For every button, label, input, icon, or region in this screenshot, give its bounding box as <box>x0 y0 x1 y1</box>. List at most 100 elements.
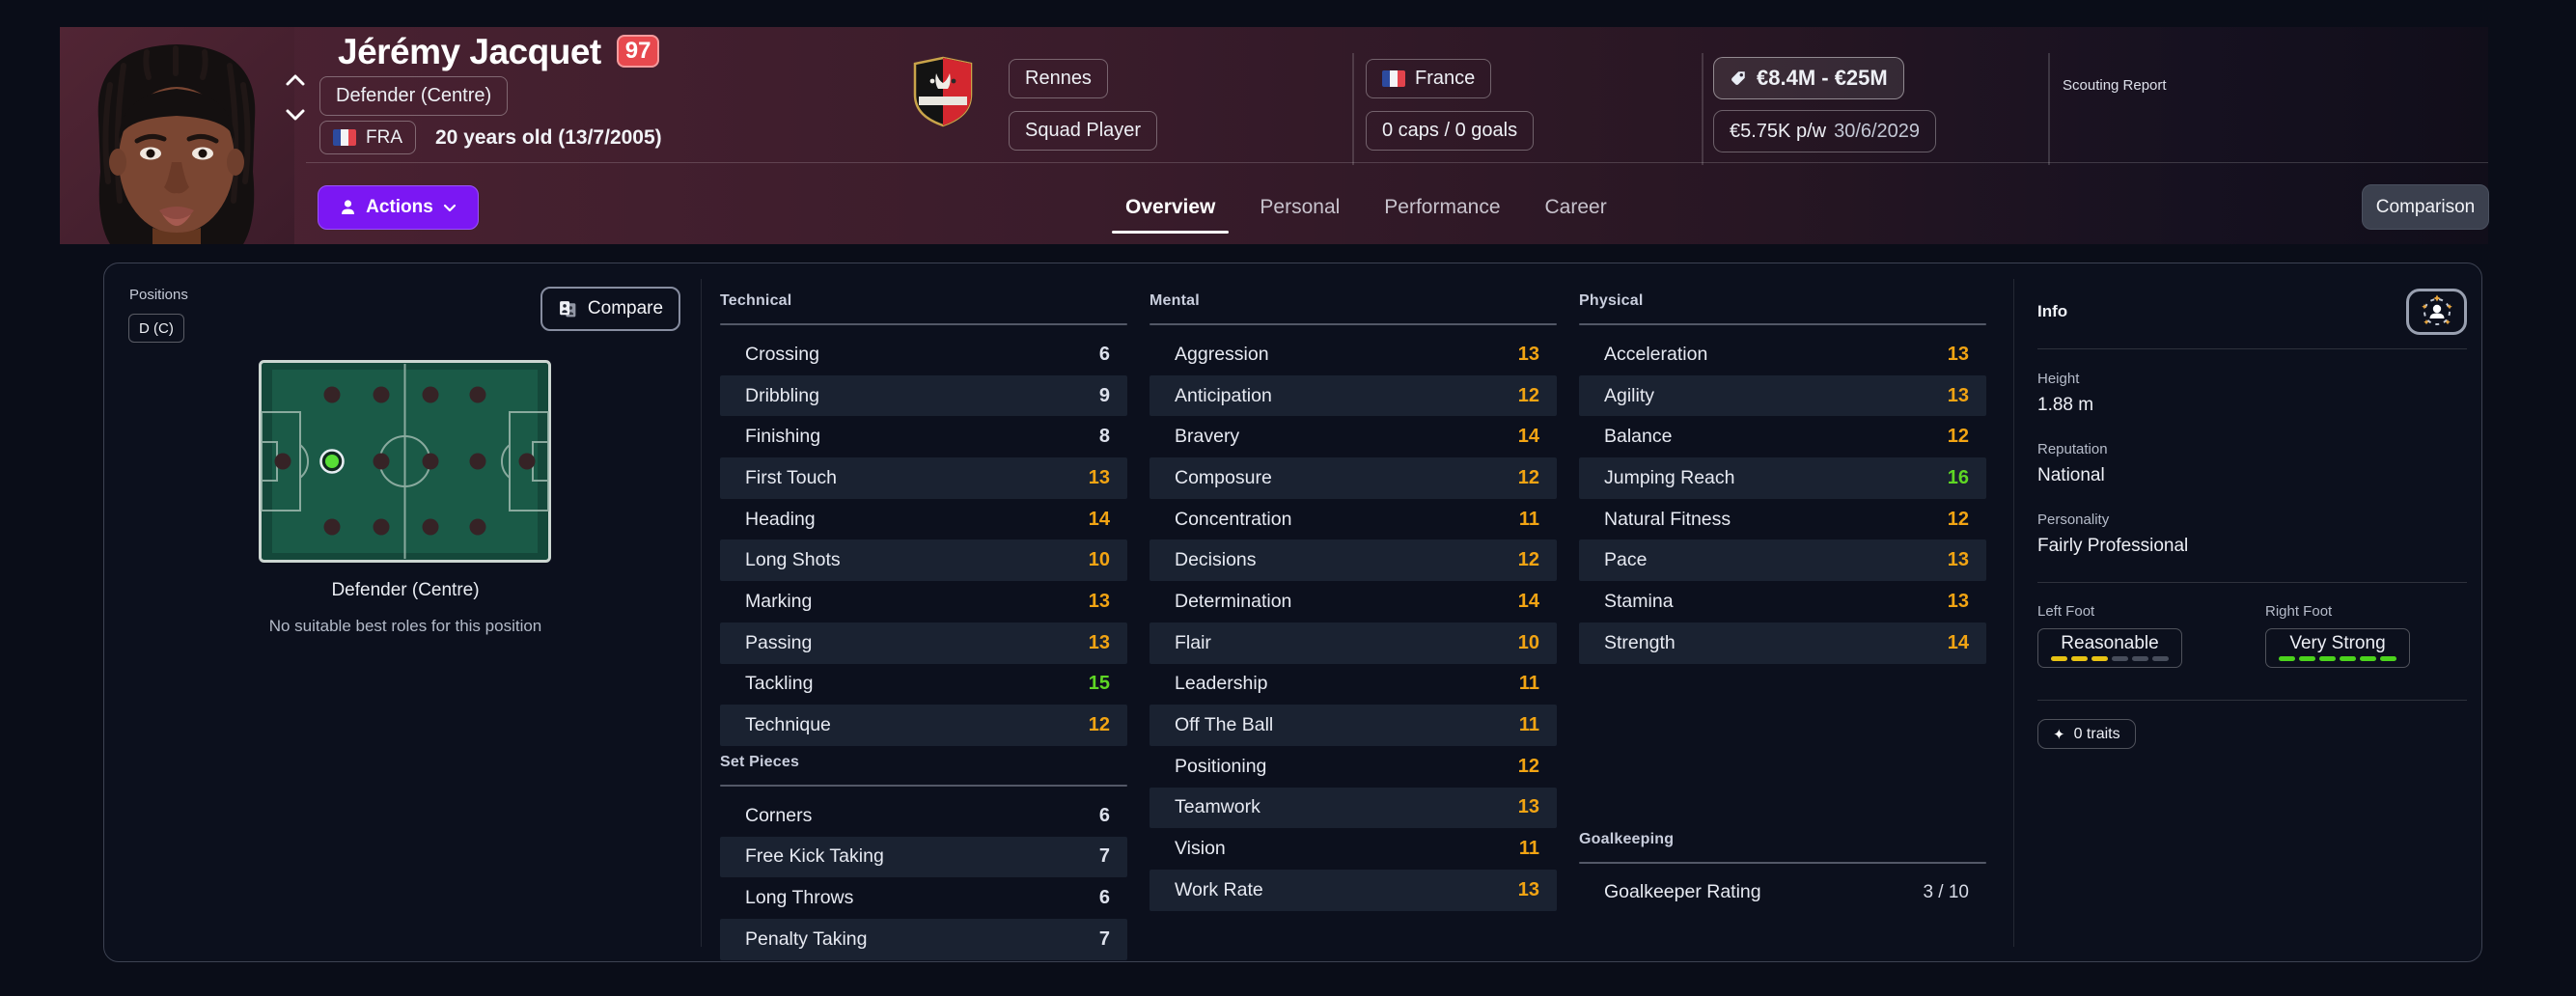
attribute-value: 6 <box>1098 804 1110 826</box>
attribute-row[interactable]: Concentration 11 <box>1150 499 1557 540</box>
tab-personal[interactable]: Personal <box>1260 196 1341 218</box>
attribute-row[interactable]: Corners 6 <box>720 795 1127 837</box>
previous-player-button[interactable] <box>284 69 307 91</box>
attribute-row[interactable]: Technique 12 <box>720 705 1127 746</box>
attribute-row[interactable]: Aggression 13 <box>1150 334 1557 375</box>
attribute-label: Off The Ball <box>1175 714 1274 736</box>
attribute-value: 13 <box>1947 343 1969 365</box>
section-title-technical: Technical <box>720 292 792 309</box>
sparkle-icon: ✦ <box>2053 726 2065 743</box>
attribute-label: Aggression <box>1175 343 1269 365</box>
actions-button[interactable]: Actions <box>318 185 479 230</box>
attribute-row[interactable]: Leadership 11 <box>1150 664 1557 706</box>
next-player-button[interactable] <box>284 104 307 125</box>
attribute-label: Composure <box>1175 466 1272 488</box>
attribute-row[interactable]: Free Kick Taking 7 <box>720 836 1127 878</box>
tab-bar: Actions Overview Personal Performance Ca… <box>60 184 2489 234</box>
right-foot-value: Very Strong <box>2289 632 2386 653</box>
wage-contract-pill[interactable]: €5.75K p/w 30/6/2029 <box>1713 110 1937 152</box>
pitch-diagram <box>259 360 551 563</box>
attribute-value: 16 <box>1947 466 1969 488</box>
attribute-row[interactable]: Natural Fitness 12 <box>1579 499 1986 540</box>
attribute-value: 11 <box>1518 508 1539 530</box>
chevron-down-icon <box>286 109 305 121</box>
attribute-value: 13 <box>1947 590 1969 612</box>
attribute-value: 9 <box>1098 384 1110 406</box>
attribute-value: 13 <box>1517 878 1539 900</box>
attribute-row[interactable]: Goalkeeper Rating 3 / 10 <box>1579 872 1986 914</box>
attribute-value: 10 <box>1088 549 1110 571</box>
attribute-row[interactable]: Acceleration 13 <box>1579 334 1986 375</box>
attribute-value: 12 <box>1088 714 1110 736</box>
foot-strength-segment <box>2279 655 2295 661</box>
position-dot <box>422 453 439 470</box>
compare-button[interactable]: Compare <box>540 287 680 331</box>
section-title-goalkeeping: Goalkeeping <box>1579 830 1675 847</box>
header-vertical-divider <box>2048 53 2050 165</box>
info-label: Reputation <box>2037 441 2108 457</box>
attribute-label: Determination <box>1175 590 1292 612</box>
squad-status: Squad Player <box>1025 120 1142 141</box>
tab-performance[interactable]: Performance <box>1384 196 1501 218</box>
attribute-row[interactable]: Off The Ball 11 <box>1150 705 1557 746</box>
attribute-row[interactable]: Balance 12 <box>1579 416 1986 457</box>
attribute-row[interactable]: Flair 10 <box>1150 622 1557 664</box>
player-portrait-image <box>60 27 294 244</box>
caps-goals-pill[interactable]: 0 caps / 0 goals <box>1366 111 1535 151</box>
attribute-value: 7 <box>1098 845 1110 868</box>
attribute-row[interactable]: Passing 13 <box>720 622 1127 664</box>
attribute-label: Flair <box>1175 631 1211 653</box>
position-dot <box>469 453 486 470</box>
traits-button[interactable]: ✦ 0 traits <box>2037 719 2136 749</box>
attribute-row[interactable]: Heading 14 <box>720 499 1127 540</box>
star-player-button[interactable] <box>2406 289 2467 335</box>
position-pill[interactable]: Defender (Centre) <box>319 76 509 116</box>
transfer-value: €8.4M - €25M <box>1757 66 1888 90</box>
attribute-row[interactable]: Marking 13 <box>720 581 1127 622</box>
squad-status-pill[interactable]: Squad Player <box>1009 111 1158 151</box>
club-crest[interactable] <box>911 56 975 132</box>
position-dot <box>373 518 390 536</box>
attribute-label: Finishing <box>745 426 821 448</box>
compare-label: Compare <box>587 298 664 318</box>
attribute-row[interactable]: Dribbling 9 <box>720 374 1127 417</box>
info-value: 1.88 m <box>2037 395 2094 415</box>
club-pill[interactable]: Rennes <box>1009 59 1108 98</box>
comparison-button[interactable]: Comparison <box>2362 184 2489 230</box>
attribute-row[interactable]: Stamina 13 <box>1579 581 1986 622</box>
attribute-row[interactable]: Vision 11 <box>1150 828 1557 870</box>
scouting-report-label: Scouting Report <box>2063 77 2167 94</box>
attribute-label: Leadership <box>1175 673 1268 695</box>
left-foot-value: Reasonable <box>2061 632 2159 653</box>
left-foot-block: Left Foot Reasonable <box>2037 603 2182 668</box>
attribute-row[interactable]: Long Throws 6 <box>720 877 1127 919</box>
attribute-row[interactable]: Decisions 12 <box>1150 540 1557 582</box>
tab-career[interactable]: Career <box>1544 196 1607 218</box>
attribute-row[interactable]: Penalty Taking 7 <box>720 918 1127 960</box>
attribute-row[interactable]: Bravery 14 <box>1150 416 1557 457</box>
attribute-row[interactable]: Finishing 8 <box>720 416 1127 457</box>
attribute-row[interactable]: Tackling 15 <box>720 664 1127 706</box>
attribute-row[interactable]: Jumping Reach 16 <box>1579 457 1986 499</box>
attribute-row[interactable]: Long Shots 10 <box>720 540 1127 582</box>
attribute-row[interactable]: Strength 14 <box>1579 622 1986 664</box>
attribute-row[interactable]: Teamwork 13 <box>1150 787 1557 829</box>
nationality-pill[interactable]: FRA <box>319 121 416 154</box>
attribute-row[interactable]: First Touch 13 <box>720 457 1127 499</box>
caps-goals: 0 caps / 0 goals <box>1382 120 1518 141</box>
nation-pill[interactable]: France <box>1366 59 1492 98</box>
pitch-dot-layer <box>274 386 536 536</box>
transfer-value-pill[interactable]: €8.4M - €25M <box>1713 57 1904 99</box>
attribute-row[interactable]: Crossing 6 <box>720 334 1127 375</box>
attribute-row[interactable]: Positioning 12 <box>1150 746 1557 788</box>
attribute-row[interactable]: Pace 13 <box>1579 540 1986 582</box>
tab-overview[interactable]: Overview <box>1111 196 1230 234</box>
attribute-row[interactable]: Determination 14 <box>1150 581 1557 622</box>
position-tag[interactable]: D (C) <box>128 314 184 343</box>
section-title-mental: Mental <box>1150 292 1200 309</box>
attribute-row[interactable]: Anticipation 12 <box>1150 374 1557 417</box>
attribute-row[interactable]: Agility 13 <box>1579 374 1986 417</box>
attribute-row[interactable]: Work Rate 13 <box>1150 869 1557 911</box>
attribute-label: Balance <box>1604 426 1673 448</box>
attribute-row[interactable]: Composure 12 <box>1150 457 1557 499</box>
